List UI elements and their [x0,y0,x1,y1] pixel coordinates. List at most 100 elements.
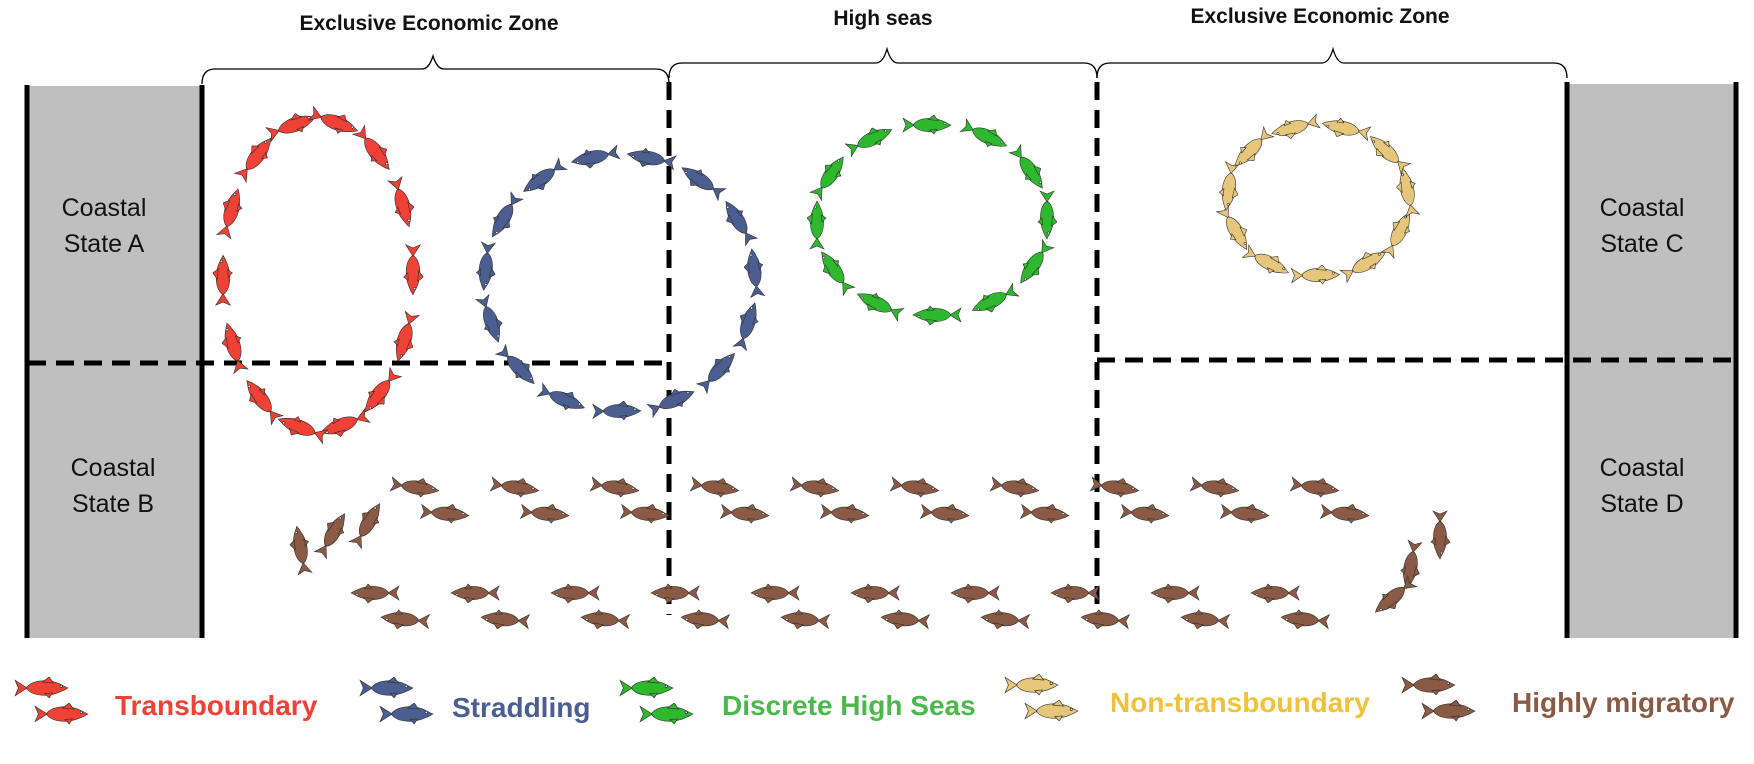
fish-highly-migratory-icon [550,583,600,603]
fish-highly-migratory-icon [979,608,1030,632]
coastal-state-d-label: Coastal State D [1567,450,1717,522]
fish-highly-migratory-icon [1320,501,1371,525]
coastal-state-d-line2: State D [1600,490,1684,518]
fish-discrete-high-seas-icon [968,281,1021,320]
fish-non-transboundary-icon [1338,243,1391,285]
fish-straddling-icon [536,380,589,417]
coastal-state-a-label: Coastal State A [29,190,179,262]
fish-highly-migratory-icon [1279,608,1330,632]
fish-discrete-high-seas-icon [912,305,962,325]
fish-transboundary-icon [388,310,423,365]
fish-layer [14,103,1476,725]
legend-non-transboundary-fish-icon [1024,699,1079,722]
fish-highly-migratory-icon [989,473,1041,500]
fish-highly-migratory-icon [820,501,871,525]
fish-transboundary-icon [212,254,233,306]
coastal-state-c-label: Coastal State C [1567,190,1717,262]
legend-label-transboundary: Transboundary [115,690,318,721]
fish-discrete-high-seas-icon [807,200,827,250]
legend-straddling-fish-icon [379,702,434,725]
fish-highly-migratory-icon [889,473,941,500]
fish-highly-migratory-icon [1189,473,1241,500]
fish-straddling-icon [676,160,728,204]
fish-highly-migratory-icon [579,608,630,632]
fish-straddling-icon [694,346,742,396]
fish-highly-migratory-icon [379,608,430,632]
fish-highly-migratory-icon [350,583,400,603]
fish-transboundary-icon [264,106,319,144]
fish-straddling-icon [569,142,621,173]
fish-non-transboundary-icon [1228,125,1277,174]
fish-straddling-icon [730,299,764,352]
fish-straddling-icon [741,247,767,299]
fish-non-transboundary-icon [1241,241,1294,282]
fish-highly-migratory-icon [311,508,353,560]
legend-straddling-fish-icon [359,676,414,699]
right-eez-label: Exclusive Economic Zone [1190,5,1450,28]
fish-non-transboundary-icon [1291,264,1341,285]
coastal-state-d-line1: Coastal [1599,454,1685,482]
fish-straddling-icon [484,190,526,243]
legend-highly-migratory-fish-icon [1401,673,1456,696]
fish-straddling-icon [717,196,760,248]
fish-non-transboundary-icon [1269,112,1322,144]
high-seas-bracket [668,46,1098,79]
fish-highly-migratory-icon [1220,501,1271,525]
fish-discrete-high-seas-icon [1007,142,1051,194]
legend-highly-migratory-fish-icon [1421,699,1476,722]
fish-highly-migratory-icon [1430,510,1450,560]
coastal-state-c-line1: Coastal [1599,194,1685,222]
high-seas-label: High seas [833,7,933,30]
fish-non-transboundary-icon [1392,166,1422,218]
fish-highly-migratory-icon [750,583,800,603]
fish-highly-migratory-icon [650,583,700,603]
legend-label-straddling: Straddling [452,692,591,723]
left-eez-label: Exclusive Economic Zone [299,12,559,35]
fish-highly-migratory-icon [1289,473,1341,500]
fish-transboundary-icon [351,123,398,176]
fish-transboundary-icon [216,320,251,375]
fish-discrete-high-seas-icon [1037,190,1057,240]
coastal-state-b-label: Coastal State B [38,450,188,522]
fish-transboundary-icon [403,244,424,296]
fish-highly-migratory-icon [1020,501,1071,525]
fish-transboundary-icon [317,406,372,444]
fish-highly-migratory-icon [1079,608,1130,632]
fish-highly-migratory-icon [489,473,541,500]
fish-highly-migratory-icon [1250,583,1300,603]
fish-highly-migratory-icon [879,608,930,632]
coastal-state-c-line2: State C [1600,230,1684,258]
fish-highly-migratory-icon [1179,608,1230,632]
fish-highly-migratory-icon [450,583,500,603]
coastal-state-b-box [28,363,202,638]
fish-straddling-icon [474,241,499,292]
coastal-state-c-box [1568,84,1736,361]
fish-highly-migratory-icon [950,583,1000,603]
fish-non-transboundary-icon [1378,207,1418,260]
coastal-state-a-line2: State A [63,230,145,258]
fish-discrete-high-seas-icon [852,285,905,325]
fish-highly-migratory-icon [479,608,530,632]
fish-highly-migratory-icon [920,501,971,525]
coastal-state-b-line2: State B [72,490,154,518]
fish-highly-migratory-icon [620,501,671,525]
legend-label-discrete-high-seas: Discrete High Seas [722,690,976,721]
fish-highly-migratory-icon [346,498,388,550]
fish-straddling-icon [493,341,542,391]
fish-highly-migratory-icon [850,583,900,603]
fish-discrete-high-seas-icon [813,246,857,298]
legend-non-transboundary-fish-icon [1004,673,1059,696]
fish-straddling-icon [592,400,642,421]
fish-highly-migratory-icon [1397,539,1426,591]
fish-transboundary-icon [385,175,420,230]
legend-transboundary-fish-icon [34,702,89,725]
fish-transboundary-icon [238,374,285,427]
fish-straddling-icon [473,293,509,346]
fish-discrete-high-seas-icon [959,115,1012,155]
fish-highly-migratory-icon [1150,583,1200,603]
coastal-state-b-line1: Coastal [70,454,156,482]
fish-highly-migratory-icon [589,473,641,500]
fish-discrete-high-seas-icon [1013,238,1057,290]
